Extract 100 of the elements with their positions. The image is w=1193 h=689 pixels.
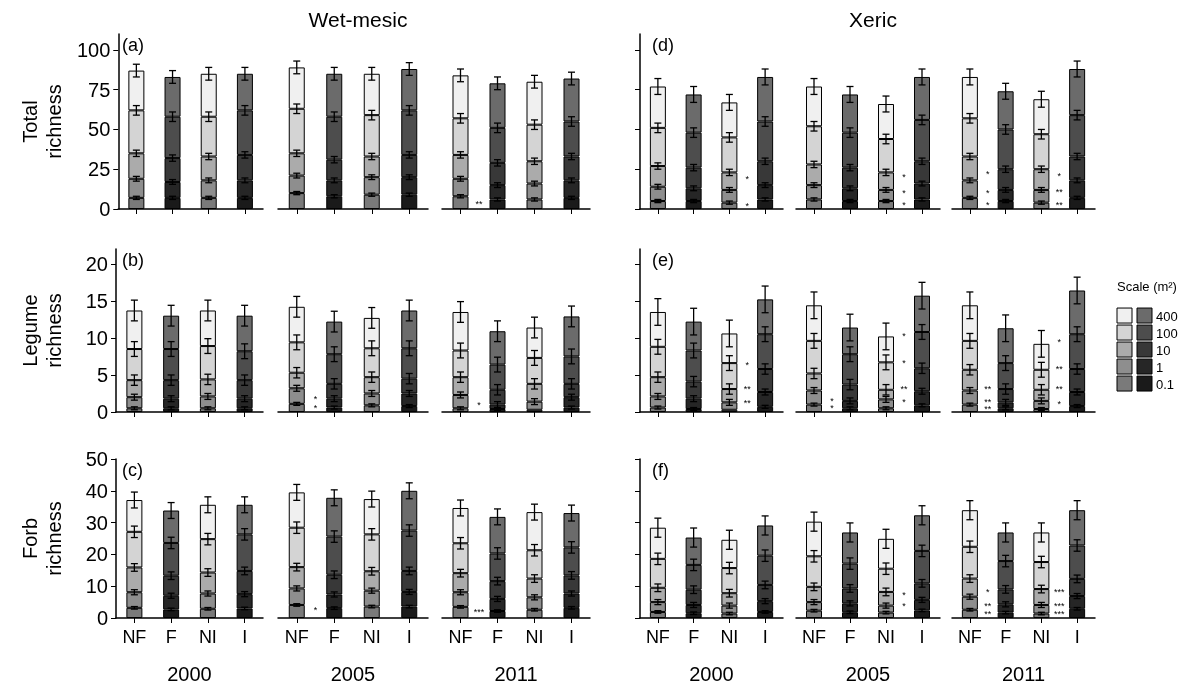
annotation: ** [984, 608, 992, 619]
legend-label: 1 [1156, 359, 1164, 375]
annotation: * [902, 590, 907, 601]
annotation: (d) [652, 35, 674, 55]
legend-label: 10 [1156, 342, 1171, 358]
x-tick-label: NF [122, 627, 147, 647]
annotation: (e) [652, 250, 674, 270]
x-tick-label: F [328, 627, 340, 647]
y-tick-label: 0 [99, 198, 111, 220]
y-axis-title: Forb richness [19, 501, 65, 576]
x-axis-title: 2005 [330, 663, 376, 685]
x-tick-label: I [919, 627, 925, 647]
annotation: ** [1055, 187, 1064, 198]
x-tick-label: NF [448, 627, 473, 647]
annotation: ** [984, 404, 992, 415]
annotation: * [985, 586, 990, 597]
y-tick-label: 10 [85, 326, 108, 349]
annotation: ** [1055, 384, 1064, 395]
x-tick-label: NF [957, 627, 982, 647]
annotation: ** [743, 384, 752, 395]
annotation: * [477, 400, 482, 411]
annotation: * [902, 397, 907, 408]
annotation: * [985, 188, 990, 199]
annotation: * [902, 331, 907, 342]
annotation: * [745, 360, 750, 371]
annotation: (f) [652, 460, 669, 480]
y-tick-label: 0 [96, 607, 108, 629]
x-tick-label: F [844, 627, 856, 647]
x-tick-label: I [1074, 627, 1080, 647]
x-tick-label: F [165, 627, 177, 647]
x-tick-label: I [242, 627, 248, 647]
x-axis-title: 2005 [845, 663, 891, 685]
x-axis-title: 2000 [167, 663, 212, 685]
y-tick-label: 0 [96, 401, 108, 423]
annotation: * [745, 173, 750, 184]
annotation: *** [1053, 608, 1065, 619]
x-tick-label: NF [645, 627, 670, 647]
annotation: * [902, 358, 907, 369]
legend-label: 400 [1156, 308, 1178, 324]
annotation: (a) [122, 35, 144, 55]
annotation: *** [473, 607, 485, 618]
annotation: ** [1055, 364, 1064, 375]
x-tick-label: NI [525, 627, 544, 647]
y-tick-label: 100 [76, 38, 111, 61]
annotation: * [985, 200, 990, 211]
annotation: * [830, 395, 835, 406]
x-tick-label: F [492, 627, 503, 647]
annotation: * [902, 200, 907, 211]
annotation: * [985, 169, 990, 179]
x-tick-label: NF [284, 627, 309, 647]
y-axis-title: Legume richness [19, 293, 65, 368]
x-tick-label: I [406, 627, 412, 647]
x-tick-label: NI [198, 627, 217, 647]
x-tick-label: NI [1032, 627, 1051, 647]
annotation: * [1057, 337, 1062, 348]
annotation: (c) [122, 460, 143, 480]
annotation: *** [1053, 586, 1065, 597]
y-tick-label: 75 [88, 78, 111, 101]
x-axis-title: 2000 [689, 663, 734, 685]
annotation: * [313, 605, 318, 616]
y-tick-label: 15 [85, 289, 108, 312]
x-axis-title: 2011 [494, 663, 538, 685]
legend-label: 100 [1156, 325, 1178, 341]
annotation: * [313, 393, 318, 404]
annotation: * [902, 601, 907, 612]
annotation: * [1057, 398, 1062, 409]
annotation: * [313, 403, 318, 414]
annotation: ** [984, 600, 992, 611]
x-tick-label: NF [802, 627, 826, 647]
x-axis-title: 2011 [1001, 663, 1046, 685]
annotation: *** [1053, 600, 1065, 611]
y-tick-label: 20 [85, 252, 108, 275]
annotation: * [1057, 170, 1062, 181]
chart-title: Wet-mesic [308, 8, 408, 31]
annotation: * [902, 188, 907, 199]
annotation: ** [1055, 200, 1064, 211]
y-tick-label: 40 [85, 479, 108, 502]
legend-label: 0.1 [1156, 376, 1175, 392]
annotation: * [902, 172, 907, 183]
annotation: ** [984, 384, 992, 395]
annotation: * [830, 403, 835, 414]
y-tick-label: 30 [85, 511, 108, 534]
annotation: * [745, 200, 750, 211]
x-tick-label: F [688, 627, 700, 647]
y-axis-title: Total richness [19, 84, 65, 159]
annotation: ** [743, 398, 752, 409]
y-tick-label: 50 [88, 118, 111, 141]
x-tick-label: NI [877, 627, 895, 647]
x-tick-label: F [1000, 627, 1012, 647]
x-tick-label: NI [362, 627, 381, 647]
x-tick-label: NI [720, 627, 739, 647]
legend-title: Scale (m²) [1117, 278, 1177, 294]
y-tick-label: 20 [85, 543, 108, 566]
y-tick-label: 50 [85, 448, 108, 470]
y-tick-label: 10 [85, 575, 108, 598]
x-tick-label: I [762, 627, 768, 647]
x-tick-label: I [568, 627, 575, 647]
annotation: (b) [122, 250, 144, 270]
y-tick-label: 5 [96, 363, 108, 386]
y-tick-label: 25 [88, 158, 111, 181]
